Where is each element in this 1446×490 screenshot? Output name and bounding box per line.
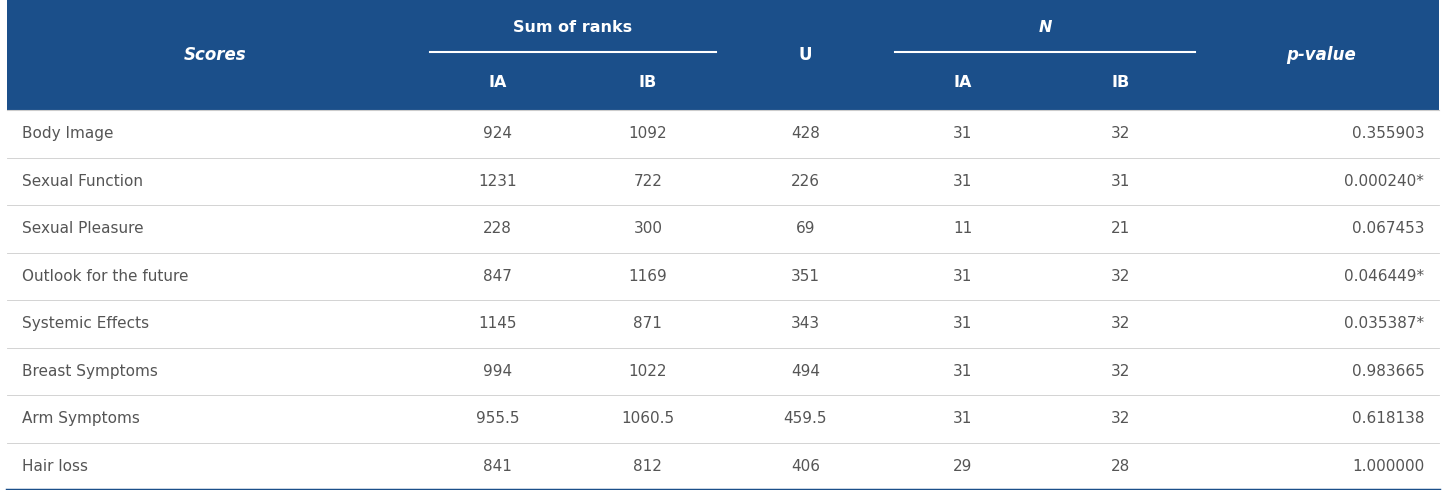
Bar	[7, 158, 1439, 205]
Text: 0.618138: 0.618138	[1352, 411, 1424, 426]
Text: 1169: 1169	[629, 269, 667, 284]
Text: 31: 31	[953, 411, 973, 426]
Text: 228: 228	[483, 221, 512, 236]
Bar	[7, 0, 1439, 110]
Bar	[7, 347, 1439, 395]
Text: 0.067453: 0.067453	[1352, 221, 1424, 236]
Text: 459.5: 459.5	[784, 411, 827, 426]
Text: 0.355903: 0.355903	[1352, 126, 1424, 142]
Bar	[7, 205, 1439, 253]
Text: Outlook for the future: Outlook for the future	[22, 269, 188, 284]
Text: 31: 31	[953, 364, 973, 379]
Text: 11: 11	[953, 221, 972, 236]
Text: 428: 428	[791, 126, 820, 142]
Text: 924: 924	[483, 126, 512, 142]
Text: 0.046449*: 0.046449*	[1345, 269, 1424, 284]
Text: IA: IA	[489, 75, 506, 90]
Text: 0.035387*: 0.035387*	[1345, 317, 1424, 331]
Text: Sexual Pleasure: Sexual Pleasure	[22, 221, 143, 236]
Text: 32: 32	[1111, 364, 1129, 379]
Text: 1022: 1022	[629, 364, 667, 379]
Text: Hair loss: Hair loss	[22, 459, 88, 474]
Text: 31: 31	[1111, 174, 1129, 189]
Text: 32: 32	[1111, 126, 1129, 142]
Text: Systemic Effects: Systemic Effects	[22, 317, 149, 331]
Text: 1231: 1231	[479, 174, 516, 189]
Bar	[7, 300, 1439, 347]
Text: 847: 847	[483, 269, 512, 284]
Text: 841: 841	[483, 459, 512, 474]
Text: 722: 722	[633, 174, 662, 189]
Text: 994: 994	[483, 364, 512, 379]
Text: 21: 21	[1111, 221, 1129, 236]
Text: Scores: Scores	[184, 46, 246, 64]
Text: IB: IB	[1111, 75, 1129, 90]
Bar	[7, 253, 1439, 300]
Text: Arm Symptoms: Arm Symptoms	[22, 411, 140, 426]
Text: Body Image: Body Image	[22, 126, 113, 142]
Text: 0.000240*: 0.000240*	[1345, 174, 1424, 189]
Bar	[7, 395, 1439, 442]
Text: p-value: p-value	[1285, 46, 1355, 64]
Text: U: U	[798, 46, 813, 64]
Text: 300: 300	[633, 221, 662, 236]
Text: Breast Symptoms: Breast Symptoms	[22, 364, 158, 379]
Text: 1092: 1092	[629, 126, 667, 142]
Text: 69: 69	[795, 221, 816, 236]
Text: Sexual Function: Sexual Function	[22, 174, 143, 189]
Text: 31: 31	[953, 269, 973, 284]
Text: 0.983665: 0.983665	[1352, 364, 1424, 379]
Text: 351: 351	[791, 269, 820, 284]
Text: 406: 406	[791, 459, 820, 474]
Text: 812: 812	[633, 459, 662, 474]
Text: 1.000000: 1.000000	[1352, 459, 1424, 474]
Text: 28: 28	[1111, 459, 1129, 474]
Text: 1060.5: 1060.5	[622, 411, 674, 426]
Text: 31: 31	[953, 174, 973, 189]
Text: N: N	[1038, 20, 1051, 35]
Text: 32: 32	[1111, 411, 1129, 426]
Text: Sum of ranks: Sum of ranks	[513, 20, 632, 35]
Text: 871: 871	[633, 317, 662, 331]
Text: 1145: 1145	[479, 317, 516, 331]
Text: IB: IB	[639, 75, 656, 90]
Text: IA: IA	[953, 75, 972, 90]
Text: 343: 343	[791, 317, 820, 331]
Text: 31: 31	[953, 126, 973, 142]
Text: 29: 29	[953, 459, 973, 474]
Text: 32: 32	[1111, 317, 1129, 331]
Text: 955.5: 955.5	[476, 411, 519, 426]
Text: 226: 226	[791, 174, 820, 189]
Text: 494: 494	[791, 364, 820, 379]
Text: 32: 32	[1111, 269, 1129, 284]
Bar	[7, 442, 1439, 490]
Text: 31: 31	[953, 317, 973, 331]
Bar	[7, 110, 1439, 158]
